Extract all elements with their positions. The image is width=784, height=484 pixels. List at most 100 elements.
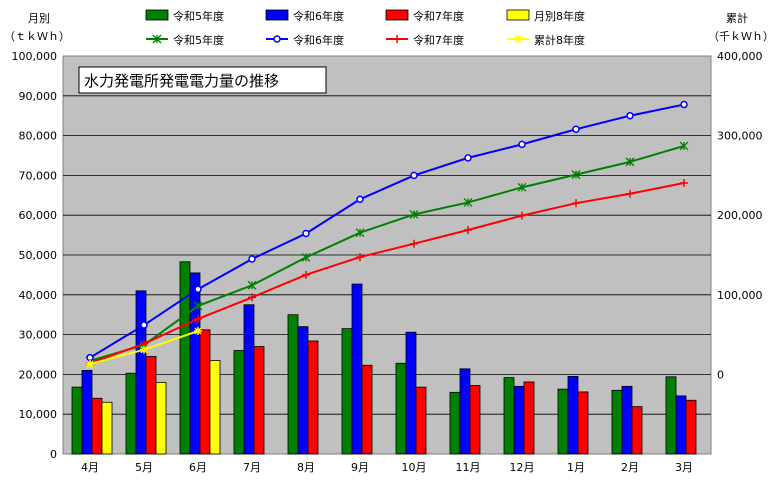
line-marker bbox=[625, 157, 635, 167]
line-marker bbox=[194, 285, 202, 293]
marker-circle bbox=[356, 195, 364, 204]
marker-circle bbox=[680, 100, 688, 109]
line-marker bbox=[572, 125, 580, 133]
left-tick-label: 0 bbox=[50, 448, 57, 461]
bar bbox=[189, 272, 201, 455]
marker-circle bbox=[140, 321, 148, 329]
marker-star bbox=[140, 345, 148, 354]
line-marker bbox=[393, 35, 401, 43]
line-marker bbox=[355, 228, 365, 238]
marker-circle bbox=[194, 285, 202, 293]
right-tick-label: 0 bbox=[717, 368, 724, 381]
marker-asterisk bbox=[152, 34, 162, 44]
line-marker bbox=[193, 301, 203, 311]
bar bbox=[209, 360, 221, 455]
x-tick-label: 8月 bbox=[297, 461, 315, 474]
marker-asterisk bbox=[625, 157, 635, 167]
legend-swatch bbox=[145, 9, 169, 21]
bar bbox=[415, 386, 427, 455]
x-tick-label: 11月 bbox=[456, 461, 481, 474]
series-line bbox=[89, 103, 685, 359]
legend-swatch bbox=[385, 9, 409, 21]
line-marker bbox=[194, 327, 202, 336]
marker-asterisk bbox=[571, 170, 581, 180]
x-tick-label: 9月 bbox=[351, 461, 369, 474]
left-tick-label: 70,000 bbox=[19, 169, 58, 182]
line-marker bbox=[679, 141, 689, 151]
line-marker bbox=[514, 35, 522, 43]
marker-plus bbox=[626, 189, 634, 198]
marker-circle bbox=[273, 35, 281, 43]
chart-title: 水力発電所発電電力量の推移 bbox=[84, 72, 279, 90]
series-line bbox=[89, 144, 685, 362]
line-marker bbox=[464, 226, 472, 235]
bar bbox=[503, 377, 515, 455]
bar bbox=[621, 385, 633, 455]
marker-plus bbox=[410, 239, 418, 248]
legend-label: 令和7年度 bbox=[413, 33, 464, 47]
marker-circle bbox=[572, 125, 580, 133]
bar bbox=[577, 391, 589, 455]
line-marker bbox=[680, 100, 688, 109]
marker-plus bbox=[393, 35, 401, 43]
bar bbox=[243, 304, 255, 455]
line-marker bbox=[248, 255, 256, 263]
left-tick-label: 40,000 bbox=[19, 289, 58, 302]
right-tick-label: 100,000 bbox=[717, 289, 763, 302]
marker-circle bbox=[626, 111, 634, 120]
bar bbox=[395, 362, 407, 455]
bar bbox=[135, 290, 147, 455]
line-marker bbox=[410, 239, 418, 248]
bar bbox=[631, 406, 643, 455]
marker-plus bbox=[356, 253, 364, 262]
left-axis-label: 月別 bbox=[28, 12, 50, 25]
line-marker bbox=[571, 170, 581, 180]
line-marker bbox=[140, 321, 148, 329]
line-marker bbox=[518, 140, 526, 149]
bar bbox=[611, 389, 623, 455]
marker-plus bbox=[518, 211, 526, 220]
legend-label: 令和5年度 bbox=[173, 33, 224, 47]
legend-swatch bbox=[506, 9, 530, 21]
legend-label: 令和5年度 bbox=[173, 9, 224, 23]
line-marker bbox=[626, 111, 634, 120]
left-tick-label: 100,000 bbox=[12, 50, 58, 63]
line-marker bbox=[194, 314, 202, 323]
line-marker bbox=[356, 195, 364, 204]
legend-swatch bbox=[265, 9, 289, 21]
marker-plus bbox=[248, 293, 256, 302]
line-marker bbox=[356, 253, 364, 262]
marker-star bbox=[86, 360, 94, 369]
right-tick-label: 200,000 bbox=[717, 209, 763, 222]
legend-label: 令和6年度 bbox=[293, 9, 344, 23]
x-tick-label: 6月 bbox=[189, 461, 207, 474]
bar bbox=[71, 386, 83, 455]
marker-asterisk bbox=[193, 301, 203, 311]
x-tick-label: 3月 bbox=[675, 461, 693, 474]
marker-asterisk bbox=[247, 280, 257, 290]
right-tick-label: 400,000 bbox=[717, 50, 763, 63]
bar bbox=[125, 372, 137, 455]
bar bbox=[341, 328, 353, 455]
bar bbox=[523, 381, 535, 455]
bar bbox=[81, 370, 93, 455]
x-tick-label: 5月 bbox=[135, 461, 153, 474]
marker-asterisk bbox=[463, 198, 473, 207]
right-axis-label: （千ｋＷｈ） bbox=[708, 30, 774, 43]
bar bbox=[101, 401, 113, 455]
line-marker bbox=[140, 345, 148, 354]
bar bbox=[155, 381, 167, 455]
line-marker bbox=[409, 209, 419, 219]
left-tick-label: 90,000 bbox=[19, 90, 58, 103]
marker-plus bbox=[194, 314, 202, 323]
line-marker bbox=[273, 35, 281, 43]
line-marker bbox=[463, 198, 473, 207]
line-marker bbox=[152, 34, 162, 44]
marker-plus bbox=[302, 270, 310, 279]
line-marker bbox=[302, 270, 310, 279]
bar bbox=[91, 397, 103, 455]
line-marker bbox=[517, 182, 527, 192]
bar bbox=[361, 364, 373, 455]
line-marker bbox=[410, 171, 418, 180]
